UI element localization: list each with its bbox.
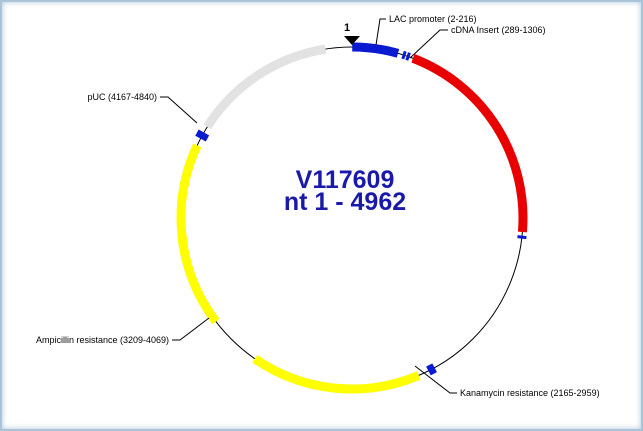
label-puc: pUC (4167-4840) — [87, 92, 157, 102]
plasmid-name: V117609 — [296, 166, 395, 194]
callout-line-lac — [375, 18, 386, 46]
callout-line-amp — [172, 317, 210, 341]
marker-puc-start — [195, 129, 210, 142]
start-marker-label: 1 — [344, 22, 350, 34]
label-ampicillin-resistance: Ampicillin resistance (3209-4069) — [36, 335, 169, 345]
feature-arcs — [176, 42, 528, 394]
feature-arc-kan — [252, 355, 421, 394]
feature-arc-amp — [176, 143, 220, 325]
callout-lines — [160, 18, 457, 394]
start-marker-icon — [344, 36, 360, 45]
feature-arc-puc — [203, 44, 327, 130]
marker-cdna-end — [517, 235, 527, 240]
marker-cdna-start — [405, 52, 411, 61]
callout-line-puc — [160, 96, 198, 124]
feature-arc-cdna — [411, 54, 528, 233]
callout-line-kan — [414, 365, 457, 394]
callout-line-cdna — [409, 29, 448, 59]
marker-lac-end — [401, 50, 407, 60]
label-kanamycin-resistance: Kanamycin resistance (2165-2959) — [460, 388, 600, 398]
marker-kan-start — [426, 363, 437, 376]
plasmid-range: nt 1 - 4962 — [284, 188, 406, 216]
feature-arc-lac — [352, 42, 400, 58]
label-lac-promoter: LAC promoter (2-216) — [389, 14, 477, 24]
label-cdna-insert: cDNA Insert (289-1306) — [451, 25, 546, 35]
feature-markers — [195, 50, 527, 376]
